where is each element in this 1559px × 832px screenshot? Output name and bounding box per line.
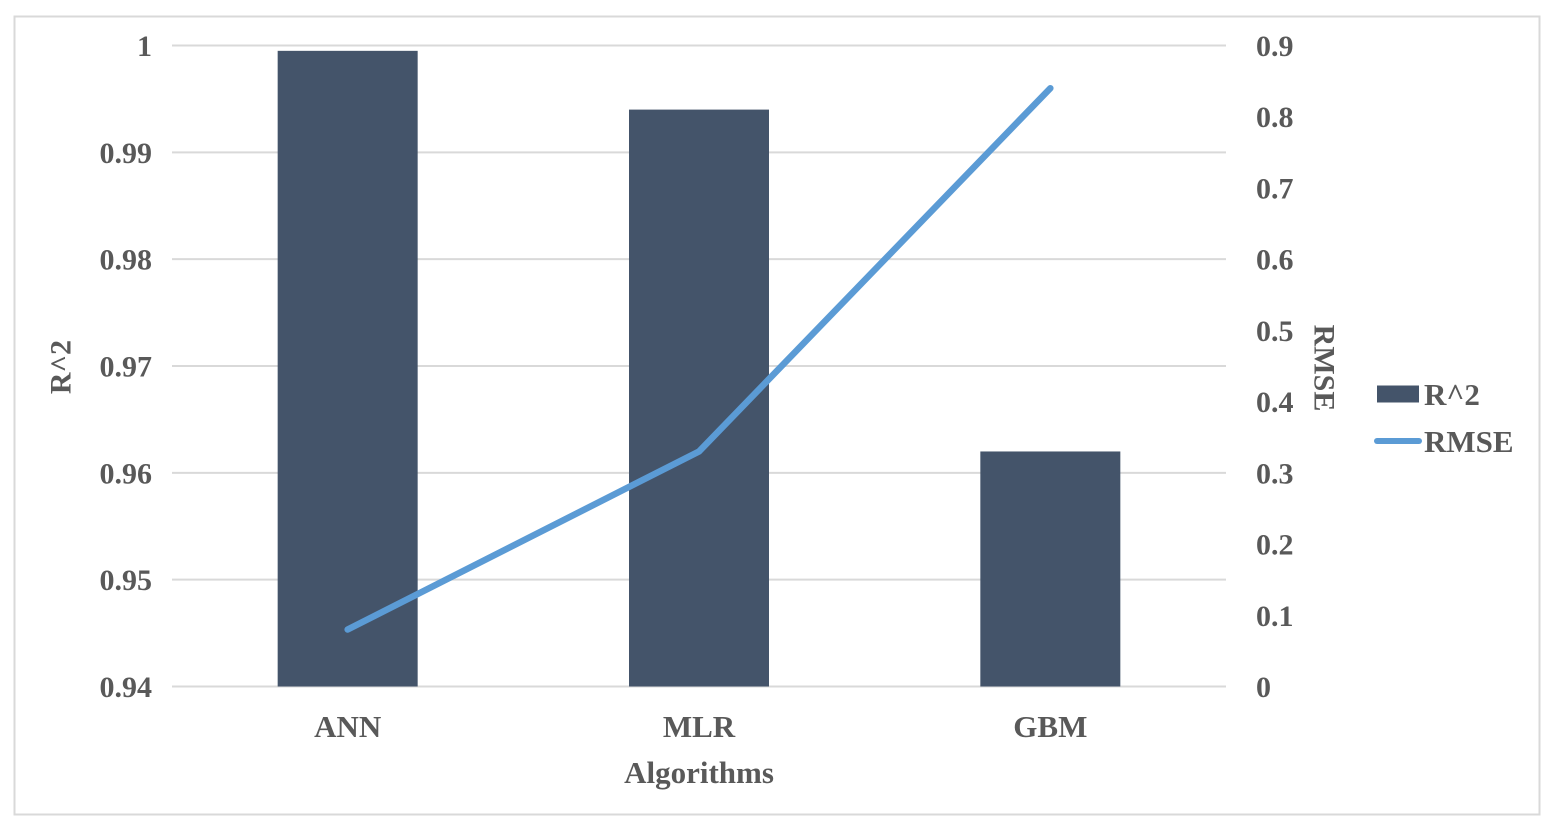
right-axis-tick-label: 0.5: [1256, 315, 1294, 348]
right-axis-tick-label: 0.9: [1256, 30, 1294, 63]
right-axis-tick-label: 0.4: [1256, 386, 1294, 419]
left-axis-tick-label: 0.96: [100, 457, 153, 490]
x-axis-title: Algorithms: [624, 755, 774, 790]
figure-border: [13, 15, 1541, 816]
legend-swatch-bar: [1377, 385, 1419, 403]
bar-mlr: [629, 109, 769, 687]
category-label-gbm: GBM: [1013, 709, 1087, 744]
right-axis-tick-label: 0: [1256, 671, 1271, 704]
left-axis-tick-label: 0.99: [100, 137, 153, 170]
left-axis-title: R^2: [45, 340, 78, 394]
right-axis-tick-label: 0.8: [1256, 101, 1294, 134]
right-axis-tick-label: 0.3: [1256, 457, 1294, 490]
left-axis-tick-label: 0.98: [100, 244, 153, 277]
category-label-mlr: MLR: [663, 709, 736, 744]
rmse-line: [344, 84, 1054, 633]
left-axis-tick-label: 0.97: [100, 351, 153, 384]
left-axis-tick-label: 0.95: [100, 564, 153, 597]
right-axis-tick-label: 0.1: [1256, 600, 1294, 633]
right-axis-tick-label: 0.2: [1256, 529, 1294, 562]
legend-label-r2: R^2: [1424, 377, 1480, 412]
bar-gbm: [980, 451, 1121, 687]
category-label-ann: ANN: [314, 709, 381, 744]
left-axis-tick-label: 0.94: [100, 671, 153, 704]
right-axis-tick-label: 0.7: [1256, 172, 1294, 205]
right-axis-title: RMSE: [1308, 325, 1341, 412]
left-axis-tick-label: 1: [137, 30, 152, 63]
legend-label-rmse: RMSE: [1424, 424, 1514, 459]
right-axis-tick-label: 0.6: [1256, 244, 1294, 277]
bar-ann: [277, 50, 418, 687]
